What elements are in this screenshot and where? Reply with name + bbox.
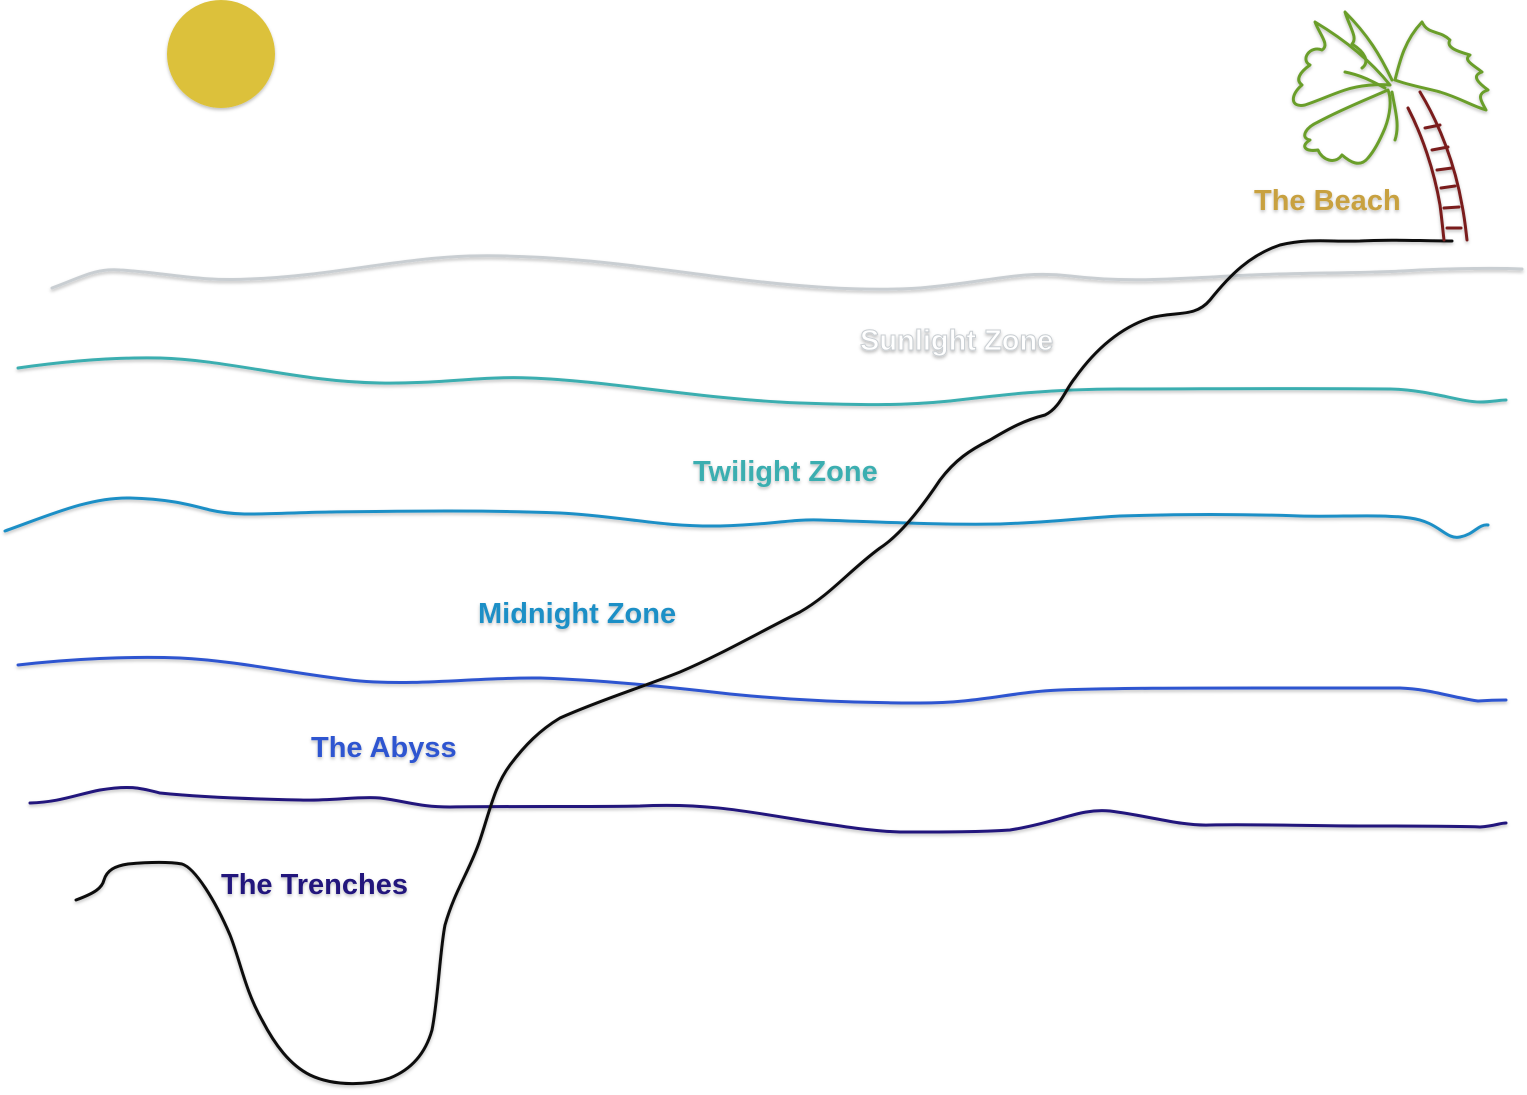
- midnight-zone-boundary: [5, 498, 1488, 537]
- abyss-boundary: [18, 657, 1506, 703]
- zone-label-midnight: Midnight Zone: [478, 598, 676, 630]
- trenches-boundary: [30, 787, 1506, 832]
- zone-label-twilight: Twilight Zone: [693, 456, 878, 488]
- zone-label-abyss: The Abyss: [311, 732, 457, 764]
- zone-label-beach: The Beach: [1254, 185, 1401, 217]
- zone-label-sunlight: Sunlight Zone: [860, 325, 1053, 357]
- sunlight-zone-boundary: [52, 256, 1522, 289]
- twilight-zone-boundary: [18, 358, 1506, 405]
- seafloor-profile: [76, 240, 1452, 1084]
- zone-label-trenches: The Trenches: [221, 869, 408, 901]
- sun-icon: [167, 0, 275, 108]
